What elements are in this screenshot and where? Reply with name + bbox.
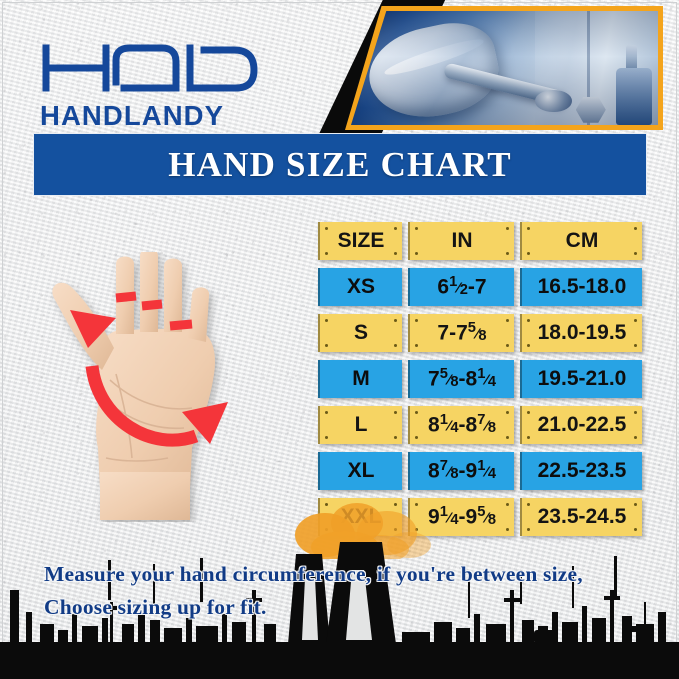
cell-size: M xyxy=(318,360,402,398)
cell-centimeters: 21.0-22.5 xyxy=(520,406,642,444)
footer-line-1: Measure your hand circumference, if you'… xyxy=(44,562,583,586)
table-body: XS 61⁄2-7 16.5-18.0 S 7-75⁄8 18.0-19.5 M 75⁄8-8… xyxy=(318,268,642,536)
cell-size-label: XL xyxy=(347,459,375,482)
cell-inches-value: 91⁄4-95⁄8 xyxy=(428,504,496,529)
table-row: S 7-75⁄8 18.0-19.5 xyxy=(318,314,642,352)
header-cell-cm: CM xyxy=(520,222,642,260)
photo-shading-overlay xyxy=(351,11,658,125)
page-title: HAND SIZE CHART xyxy=(168,144,512,184)
cell-inches-value: 61⁄2-7 xyxy=(437,274,487,299)
hero-photo xyxy=(351,11,658,125)
handlandy-monogram-icon xyxy=(42,44,258,92)
cell-centimeters: 22.5-23.5 xyxy=(520,452,642,490)
cell-size: S xyxy=(318,314,402,352)
cell-centimeters: 18.0-19.5 xyxy=(520,314,642,352)
cell-centimeters-value: 18.0-19.5 xyxy=(537,321,627,344)
photo-wrench-head xyxy=(535,89,573,113)
cell-size-label: XS xyxy=(346,275,375,298)
table-row: XL 87⁄8-91⁄4 22.5-23.5 xyxy=(318,452,642,490)
photo-torso-seam xyxy=(587,11,591,125)
cell-centimeters-value: 16.5-18.0 xyxy=(537,275,627,298)
cell-inches: 61⁄2-7 xyxy=(408,268,514,306)
header-label-size: SIZE xyxy=(337,229,385,252)
table-header-row: SIZE IN CM xyxy=(318,222,642,260)
photo-bottle-neck xyxy=(625,45,637,72)
cell-size-label: S xyxy=(353,321,368,344)
cell-inches-value: 7-75⁄8 xyxy=(437,320,487,345)
cell-size-label: M xyxy=(352,367,370,390)
cell-inches-value: 87⁄8-91⁄4 xyxy=(428,458,496,483)
cell-inches: 81⁄4-87⁄8 xyxy=(408,406,514,444)
cell-inches-value: 81⁄4-87⁄8 xyxy=(428,412,496,437)
cell-inches: 91⁄4-95⁄8 xyxy=(408,498,514,536)
cell-centimeters: 23.5-24.5 xyxy=(520,498,642,536)
hand-illustration xyxy=(42,252,292,522)
cell-size: L xyxy=(318,406,402,444)
footer-line-2: Choose sizing up for fit. xyxy=(44,595,267,619)
header-cell-size: SIZE xyxy=(318,222,402,260)
table-row: M 75⁄8-81⁄4 19.5-21.0 xyxy=(318,360,642,398)
cell-centimeters-value: 19.5-21.0 xyxy=(537,367,627,390)
photo-bolt xyxy=(575,96,606,123)
cell-size: XL xyxy=(318,452,402,490)
industrial-skyline xyxy=(0,542,679,679)
cell-centimeters-value: 22.5-23.5 xyxy=(537,459,627,482)
hand-circumference-icon xyxy=(52,252,228,520)
cell-centimeters-value: 23.5-24.5 xyxy=(537,505,627,528)
cell-inches: 75⁄8-81⁄4 xyxy=(408,360,514,398)
table-row: L 81⁄4-87⁄8 21.0-22.5 xyxy=(318,406,642,444)
cell-centimeters: 19.5-21.0 xyxy=(520,360,642,398)
brand-wordmark: HANDLANDY xyxy=(40,100,225,131)
cell-centimeters-value: 21.0-22.5 xyxy=(537,413,627,436)
header-cell-in: IN xyxy=(408,222,514,260)
size-table: SIZE IN CM XS 61⁄2-7 16.5-18.0 S 7-75⁄8 18.0-… xyxy=(318,222,642,544)
measurement-arrow xyxy=(70,291,228,447)
cell-size: XS xyxy=(318,268,402,306)
footer-instructions: Measure your hand circumference, if you'… xyxy=(44,558,644,624)
cell-inches-value: 75⁄8-81⁄4 xyxy=(428,366,496,391)
brand-logo: HANDLANDY xyxy=(40,38,300,132)
cell-inches: 7-75⁄8 xyxy=(408,314,514,352)
title-banner: HAND SIZE CHART xyxy=(33,133,647,196)
photo-bottle xyxy=(615,68,652,125)
cell-centimeters: 16.5-18.0 xyxy=(520,268,642,306)
cell-size-label: L xyxy=(354,413,368,436)
table-row: XS 61⁄2-7 16.5-18.0 xyxy=(318,268,642,306)
header-label-cm: CM xyxy=(565,229,599,252)
header-label-in: IN xyxy=(451,229,473,252)
cell-inches: 87⁄8-91⁄4 xyxy=(408,452,514,490)
